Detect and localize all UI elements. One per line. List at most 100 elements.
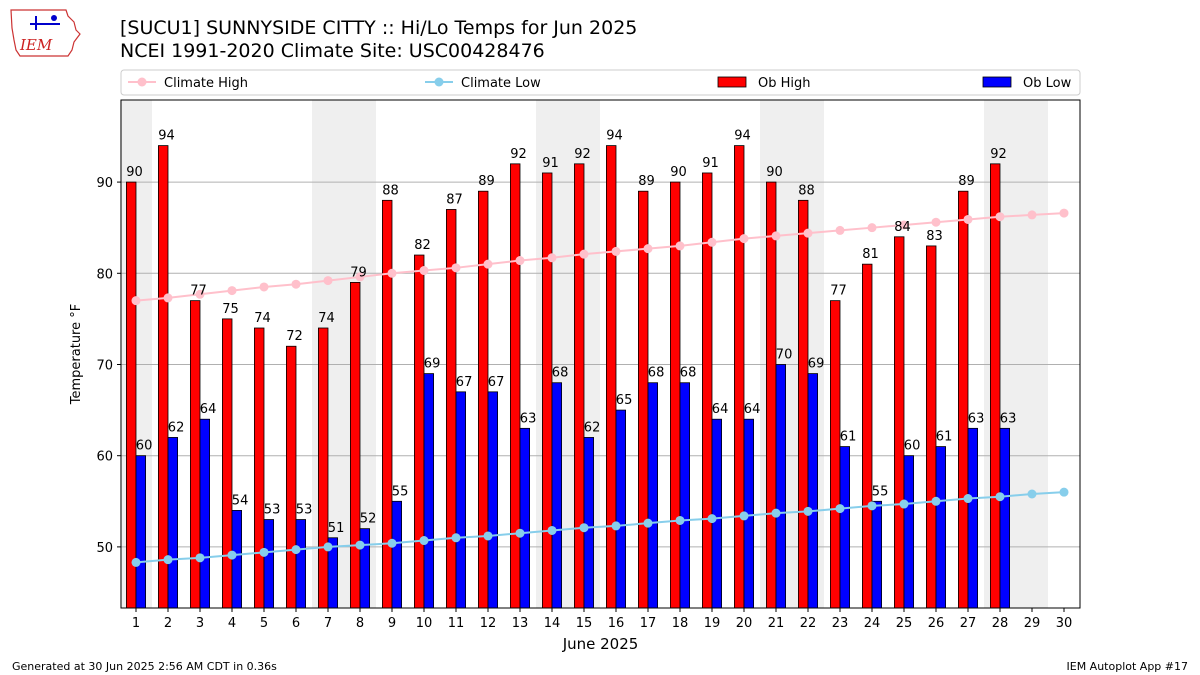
ob-low-label: 63 (1000, 411, 1017, 426)
ob-high-label: 77 (830, 284, 847, 299)
x-tick-label: 3 (196, 616, 204, 631)
ob-high-bar (798, 199, 809, 609)
iowa-map-outline (10, 9, 81, 57)
x-tick-label: 2 (164, 616, 172, 631)
ob-low-bar (839, 446, 851, 609)
ob-low-bar (999, 427, 1011, 609)
ob-high-label: 91 (702, 156, 719, 171)
ob-low-bar (423, 373, 435, 609)
ob-low-label: 54 (232, 493, 249, 508)
ob-high-label: 89 (958, 174, 975, 189)
y-axis-label: Temperature °F (69, 304, 84, 405)
ob-low-label: 69 (808, 357, 825, 372)
ob-high-bar (606, 145, 617, 609)
ob-high-bar (862, 263, 873, 609)
ob-low-bar (647, 382, 659, 609)
ob-high-bar (766, 181, 777, 609)
x-tick-label: 5 (260, 616, 268, 631)
ob-low-label: 65 (616, 393, 633, 408)
ob-low-bar (551, 382, 563, 609)
ob-low-bar (903, 455, 915, 609)
climate-high-point (803, 228, 813, 238)
x-tick-label: 30 (1056, 616, 1073, 631)
x-tick-label: 15 (576, 616, 593, 631)
ob-low-label: 53 (296, 503, 313, 518)
ob-low-label: 60 (904, 439, 921, 454)
ob-high-label: 94 (734, 129, 751, 144)
legend-climate-low-label: Climate Low (461, 76, 541, 91)
climate-high-point (867, 223, 877, 233)
y-tick-label: 50 (96, 541, 113, 556)
climate-high-point (995, 212, 1005, 222)
climate-high-point (227, 286, 237, 296)
ob-high-bar (349, 282, 361, 609)
climate-high-point (579, 249, 589, 259)
x-tick-label: 26 (928, 616, 945, 631)
ob-low-label: 70 (776, 347, 793, 362)
climate-high-point (1027, 210, 1037, 220)
climate-low-point (1027, 489, 1037, 499)
climate-low-point (547, 525, 557, 535)
ob-high-label: 77 (190, 284, 207, 299)
ob-low-label: 68 (680, 366, 697, 381)
x-tick-label: 27 (960, 616, 977, 631)
ob-high-bar (830, 300, 841, 609)
climate-low-point (131, 557, 141, 567)
x-tick-label: 17 (640, 616, 657, 631)
x-tick-label: 22 (800, 616, 817, 631)
ob-low-label: 55 (872, 484, 889, 499)
ob-high-label: 84 (894, 220, 911, 235)
climate-low-line (135, 491, 1065, 564)
ob-high-label: 72 (286, 329, 303, 344)
climate-low-point (515, 528, 525, 538)
ob-high-label: 92 (510, 147, 527, 162)
ob-high-bar (894, 236, 905, 609)
legend-ob-low-swatch (982, 76, 1012, 88)
ob-low-bar (679, 382, 691, 609)
climate-low-point (483, 531, 493, 541)
ob-low-label: 61 (936, 430, 953, 445)
ob-low-bar (807, 373, 819, 609)
ob-low-bar (935, 446, 947, 609)
ob-low-label: 68 (648, 366, 665, 381)
ob-low-label: 63 (520, 411, 537, 426)
ob-low-bar (711, 418, 723, 609)
climate-high-point (1059, 208, 1069, 218)
climate-high-point (259, 282, 269, 292)
chart-title: [SUCU1] SUNNYSIDE CITTY :: Hi/Lo Temps f… (120, 17, 638, 39)
legend-climate-high-marker (137, 77, 147, 87)
climate-low-point (291, 545, 301, 555)
ob-low-label: 64 (712, 402, 729, 417)
climate-high-point (451, 263, 461, 273)
legend-ob-low-label: Ob Low (1023, 76, 1072, 91)
ob-low-bar (295, 519, 307, 609)
climate-low-point (867, 501, 877, 511)
x-tick-label: 16 (608, 616, 625, 631)
climate-high-line (135, 212, 1065, 302)
x-tick-label: 23 (832, 616, 849, 631)
ob-high-label: 92 (990, 147, 1007, 162)
climate-low-point (707, 514, 717, 524)
ob-high-bar (317, 327, 329, 609)
ob-high-label: 88 (798, 183, 815, 198)
climate-low-point (675, 515, 685, 525)
ob-low-bar (487, 391, 499, 609)
climate-high-point (355, 272, 365, 282)
climate-low-point (771, 508, 781, 518)
x-tick-label: 12 (480, 616, 497, 631)
ob-low-label: 62 (584, 420, 601, 435)
ob-high-label: 74 (318, 311, 335, 326)
climate-high-point (675, 241, 685, 251)
ob-low-bar (167, 437, 179, 609)
generated-timestamp: Generated at 30 Jun 2025 2:56 AM CDT in … (12, 660, 277, 673)
ob-low-bar (871, 500, 883, 609)
ob-high-label: 91 (542, 156, 559, 171)
climate-low-point (323, 542, 333, 552)
iem-logo: IEM (10, 9, 81, 57)
x-tick-label: 18 (672, 616, 689, 631)
climate-low-point (227, 550, 237, 560)
ob-high-bar (638, 190, 649, 609)
climate-high-point (483, 259, 493, 269)
climate-high-point (611, 246, 621, 256)
